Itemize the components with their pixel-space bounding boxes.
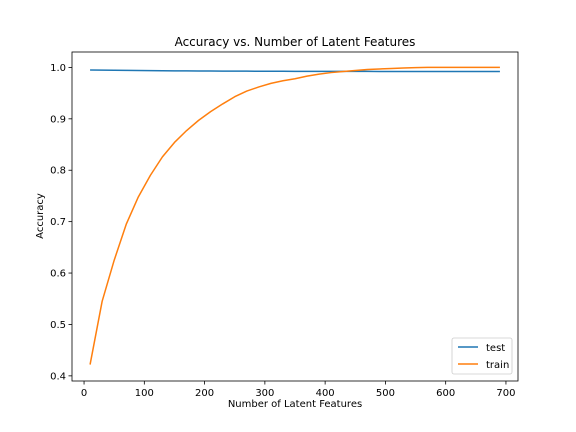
legend: test train	[451, 337, 513, 375]
series-layer	[89, 66, 500, 365]
plot-area	[71, 51, 519, 382]
series-line-test	[90, 69, 500, 73]
series-line-train	[89, 66, 500, 365]
legend-label-train: train	[486, 360, 509, 371]
legend-label-test: test	[486, 343, 505, 354]
x-tick-label: 300	[255, 388, 274, 399]
y-axis: 0.4 0.5 0.6 0.7 0.8 0.9 1.0	[50, 63, 72, 382]
x-axis-label: Number of Latent Features	[228, 399, 362, 410]
y-tick-label: 0.7	[50, 217, 66, 228]
x-tick-label: 500	[376, 388, 395, 399]
y-axis-label: Accuracy	[35, 193, 46, 239]
y-tick-label: 0.6	[50, 269, 66, 280]
y-tick-label: 0.5	[50, 320, 66, 331]
x-tick-label: 100	[135, 388, 154, 399]
y-tick-label: 0.8	[50, 166, 66, 177]
y-tick-label: 0.4	[50, 371, 66, 382]
x-tick-label: 200	[195, 388, 214, 399]
y-tick-label: 0.9	[50, 114, 66, 125]
x-tick-label: 0	[81, 388, 87, 399]
y-tick-label: 1.0	[50, 63, 66, 74]
x-tick-label: 600	[436, 388, 455, 399]
x-tick-label: 700	[496, 388, 515, 399]
x-axis: 0 100 200 300 400 500 600 700	[81, 381, 515, 399]
chart-title: Accuracy vs. Number of Latent Features	[175, 35, 416, 49]
x-tick-label: 400	[316, 388, 335, 399]
